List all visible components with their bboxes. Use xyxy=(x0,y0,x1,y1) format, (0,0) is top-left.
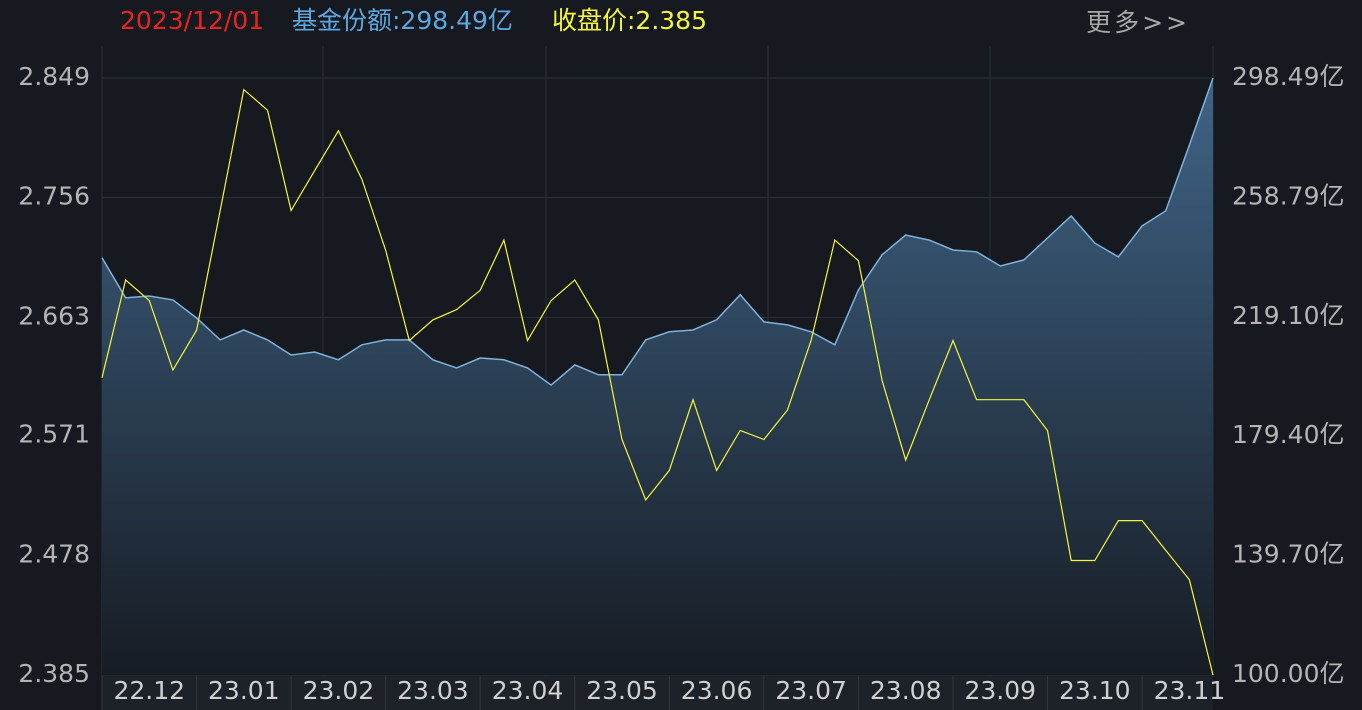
y2-tick-label: 258.79亿 xyxy=(1232,181,1344,210)
y2-tick-label: 179.40亿 xyxy=(1232,420,1344,449)
x-tick-label: 23.08 xyxy=(870,676,942,705)
x-tick-label: 23.06 xyxy=(681,676,753,705)
x-tick-label: 23.10 xyxy=(1059,676,1131,705)
x-tick-label: 23.01 xyxy=(208,676,280,705)
y2-tick-label: 139.70亿 xyxy=(1232,540,1344,569)
header-date: 2023/12/01 xyxy=(120,6,264,35)
more-link[interactable]: 更多>> xyxy=(1086,8,1190,37)
y-tick-label: 2.849 xyxy=(18,62,90,91)
y-tick-label: 2.385 xyxy=(18,659,90,688)
line xyxy=(101,77,1214,387)
y2-tick-label: 100.00亿 xyxy=(1232,659,1344,688)
x-tick-label: 23.02 xyxy=(303,676,375,705)
y-tick-label: 2.478 xyxy=(18,539,90,568)
header-share: 基金份额:298.49亿 xyxy=(292,6,513,35)
x-tick-label: 23.04 xyxy=(492,676,564,705)
y-tick-label: 2.756 xyxy=(18,182,90,211)
x-tick-label: 23.03 xyxy=(397,676,469,705)
y-tick-label: 2.571 xyxy=(18,420,90,449)
y2-tick-label: 219.10亿 xyxy=(1232,301,1344,330)
y-tick-label: 2.663 xyxy=(18,301,90,330)
x-tick-label: 23.09 xyxy=(964,676,1036,705)
x-axis-strip xyxy=(102,676,1213,710)
y2-tick-label: 298.49亿 xyxy=(1232,62,1344,91)
x-tick-label: 23.05 xyxy=(586,676,658,705)
x-tick-label: 22.12 xyxy=(113,676,185,705)
header-price: 收盘价:2.385 xyxy=(552,6,707,35)
area xyxy=(102,78,1213,675)
x-tick-label: 23.11 xyxy=(1154,676,1226,705)
line xyxy=(101,88,1214,676)
x-tick-label: 23.07 xyxy=(775,676,847,705)
